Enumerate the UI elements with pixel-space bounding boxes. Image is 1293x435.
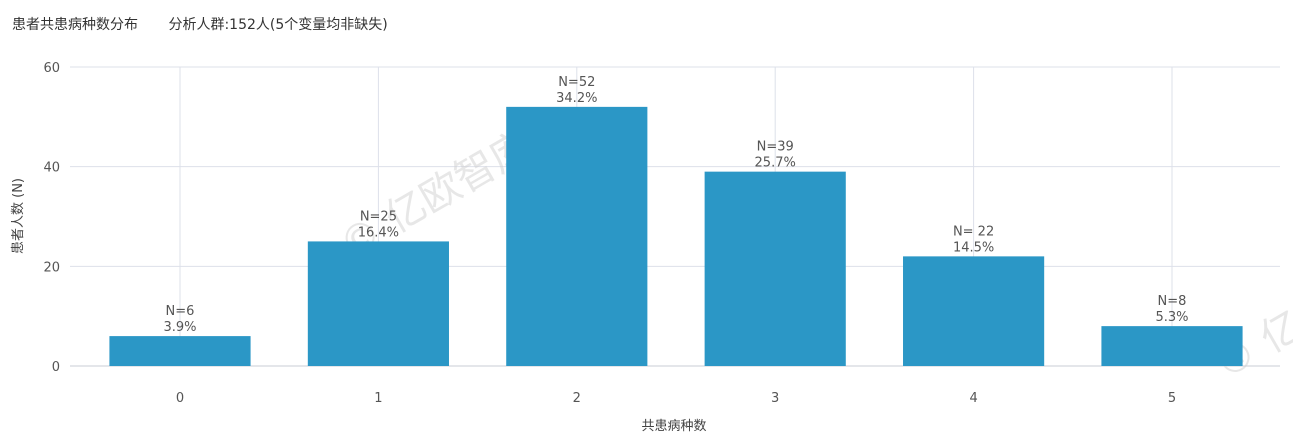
- data-label-count: N=6: [166, 304, 195, 319]
- chart-subtitle: 分析人群:152人(5个变量均非缺失): [168, 17, 388, 33]
- x-tick-label: 5: [1168, 391, 1176, 406]
- x-tick-label: 3: [771, 391, 779, 406]
- data-label-percent: 25.7%: [755, 156, 796, 171]
- bar: [704, 171, 846, 366]
- axis-layer: 0 20 40 60 0 1 2 3 4 5: [43, 61, 1176, 406]
- bar: [506, 106, 648, 366]
- y-axis-title: 患者人数 (N): [11, 178, 26, 254]
- data-label-count: N=52: [558, 75, 595, 90]
- data-label-percent: 34.2%: [556, 91, 597, 106]
- y-tick-label: 60: [43, 61, 60, 76]
- grid-layer: [70, 66, 1280, 367]
- bar: [307, 241, 449, 366]
- y-tick-label: 40: [43, 161, 60, 176]
- bar-layer: [109, 106, 1243, 366]
- data-label-percent: 5.3%: [1155, 310, 1188, 325]
- bar: [903, 256, 1045, 366]
- x-axis-title: 共患病种数: [641, 419, 706, 434]
- chart-header: 患者共患病种数分布 分析人群:152人(5个变量均非缺失): [12, 14, 414, 34]
- data-label-percent: 3.9%: [163, 320, 196, 335]
- x-tick-label: 4: [969, 391, 977, 406]
- data-label-count: N= 22: [953, 224, 994, 239]
- bar: [109, 336, 251, 366]
- y-tick-label: 20: [43, 260, 60, 275]
- data-label-count: N=39: [757, 140, 794, 155]
- data-label-count: N=25: [360, 209, 397, 224]
- data-label-percent: 14.5%: [953, 240, 994, 255]
- x-tick-label: 0: [176, 391, 184, 406]
- data-label-percent: 16.4%: [358, 225, 399, 240]
- chart-title: 患者共患病种数分布: [12, 17, 138, 33]
- y-tick-label: 0: [52, 360, 60, 375]
- x-tick-label: 1: [374, 391, 382, 406]
- bar: [1101, 326, 1243, 366]
- x-tick-label: 2: [573, 391, 581, 406]
- data-label-count: N=8: [1158, 294, 1187, 309]
